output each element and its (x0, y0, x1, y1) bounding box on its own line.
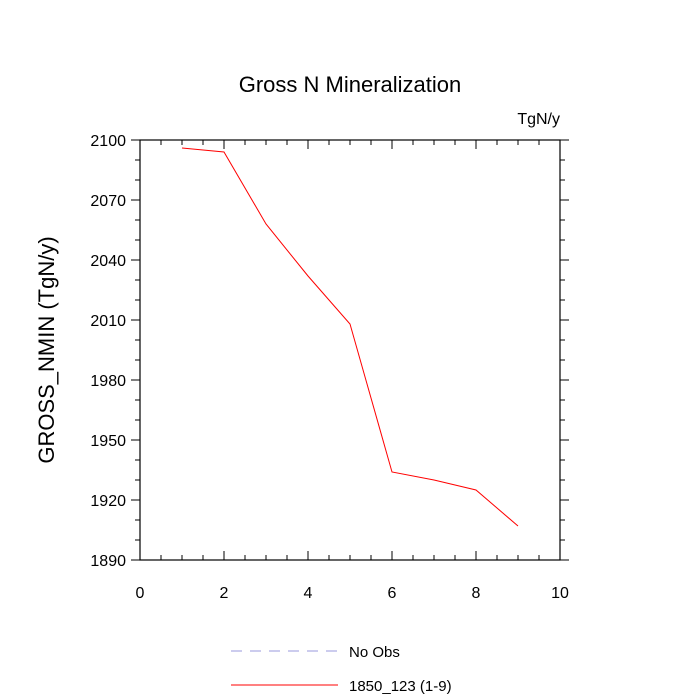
plot-frame (139, 139, 561, 561)
y-axis-label: GROSS_NMIN (TgN/y) (34, 236, 59, 463)
y-tick-label: 1950 (90, 433, 126, 450)
x-tick-label: 10 (551, 585, 569, 602)
tick-labels: 0 2 4 6 8 10 1890 1920 1950 1980 2010 2040 2070 2100 (90, 133, 569, 602)
y-tick-label: 1980 (90, 373, 126, 390)
series-lines (181, 147, 519, 527)
x-tick-label: 2 (220, 585, 229, 602)
legend: No Obs 1850_123 (1-9) (231, 644, 452, 695)
series-line-1 (181, 147, 519, 527)
y-tick-label: 1920 (90, 493, 126, 510)
y-tick-label: 1890 (90, 553, 126, 570)
y-tick-label: 2070 (90, 193, 126, 210)
units-label: TgN/y (517, 111, 560, 128)
chart-title: Gross N Mineralization (239, 72, 462, 97)
axis-ticks (131, 139, 569, 561)
legend-label: No Obs (349, 644, 400, 661)
x-tick-label: 6 (388, 585, 397, 602)
y-tick-label: 2100 (90, 133, 126, 150)
x-tick-label: 0 (136, 585, 145, 602)
legend-label: 1850_123 (1-9) (349, 678, 452, 695)
x-tick-label: 8 (472, 585, 481, 602)
x-tick-label: 4 (304, 585, 313, 602)
y-tick-label: 2040 (90, 253, 126, 270)
y-tick-label: 2010 (90, 313, 126, 330)
